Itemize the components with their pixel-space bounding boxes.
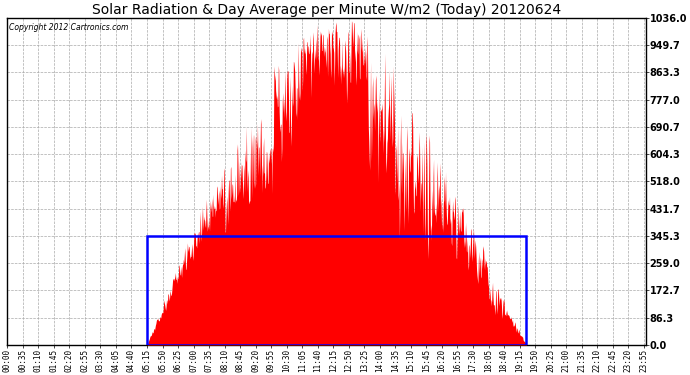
Bar (147, 236, 526, 345)
Title: Solar Radiation & Day Average per Minute W/m2 (Today) 20120624: Solar Radiation & Day Average per Minute… (92, 3, 561, 17)
Text: Copyright 2012 Cartronics.com: Copyright 2012 Cartronics.com (8, 23, 128, 32)
